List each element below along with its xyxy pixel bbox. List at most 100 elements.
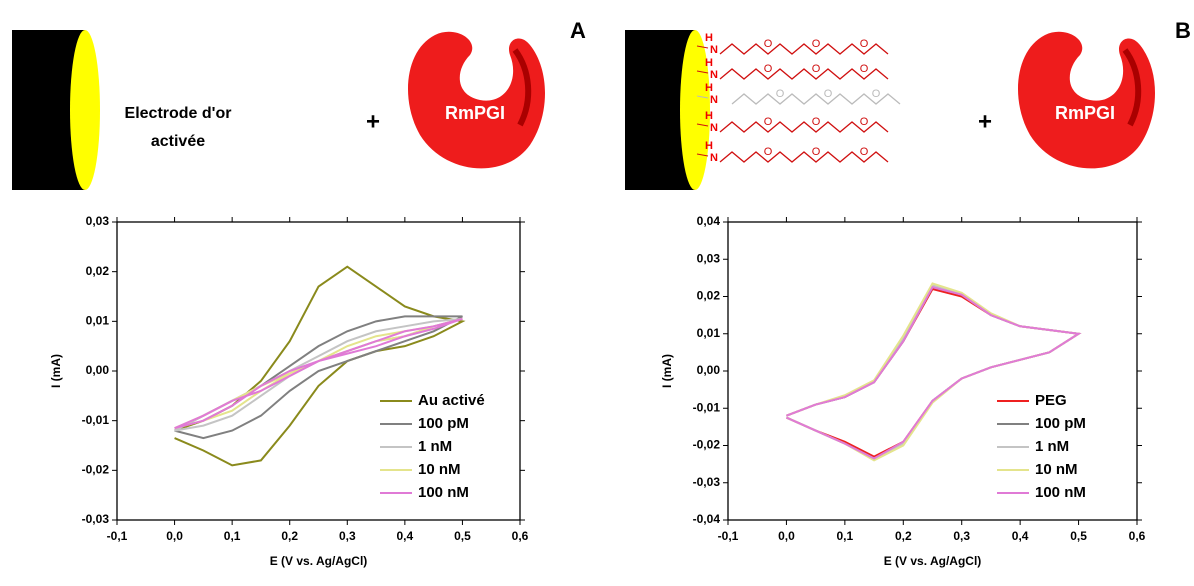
x-tick-label: 0,1 bbox=[837, 529, 854, 543]
atom-label: H bbox=[705, 110, 713, 122]
plus-sign: + bbox=[978, 108, 992, 135]
x-tick-label: 0,3 bbox=[953, 529, 970, 543]
x-tick-label: 0,1 bbox=[224, 529, 241, 543]
enzyme-label: RmPGI bbox=[1055, 103, 1115, 123]
electrode-label: activée bbox=[151, 133, 205, 150]
legend-label: 100 pM bbox=[1035, 415, 1086, 432]
legend-label: PEG bbox=[1035, 392, 1067, 409]
atom-label: O bbox=[764, 146, 773, 158]
atom-label: O bbox=[860, 63, 869, 75]
y-tick-label: 0,04 bbox=[697, 214, 721, 228]
atom-label: N bbox=[710, 122, 718, 134]
y-tick-label: 0,00 bbox=[697, 363, 721, 377]
atom-label: O bbox=[824, 88, 833, 100]
y-tick-label: -0,02 bbox=[693, 438, 721, 452]
x-axis-label: E (V vs. Ag/AgCl) bbox=[884, 554, 982, 568]
y-axis-label: I (mA) bbox=[660, 354, 674, 388]
x-tick-label: 0,5 bbox=[454, 529, 471, 543]
chart: -0,1 0,0 0,1 0,2 0,3 0,4 0,5 0,6 -0,03 -0,02 -0,01… bbox=[49, 214, 528, 568]
atom-label: O bbox=[812, 63, 821, 75]
atom-label: N bbox=[710, 69, 718, 81]
legend-label: 10 nM bbox=[418, 461, 461, 478]
x-tick-label: 0,3 bbox=[339, 529, 356, 543]
x-tick-label: 0,4 bbox=[1012, 529, 1029, 543]
cv-curve bbox=[786, 286, 1082, 460]
x-tick-label: 0,2 bbox=[895, 529, 912, 543]
peg-chain bbox=[719, 68, 889, 80]
atom-label: O bbox=[764, 116, 773, 128]
electrode-surface bbox=[680, 30, 710, 190]
bond bbox=[696, 70, 709, 74]
y-tick-label: 0,01 bbox=[86, 314, 110, 328]
legend-label: 1 nM bbox=[1035, 438, 1069, 455]
legend-label: 100 nM bbox=[418, 484, 469, 501]
bond bbox=[696, 95, 709, 99]
bond bbox=[696, 123, 709, 127]
y-tick-label: -0,02 bbox=[82, 463, 110, 477]
atom-label: H bbox=[705, 82, 713, 94]
y-tick-label: 0,02 bbox=[697, 289, 721, 303]
peg-layer: HN O O OHN O O OHN O O OHN O O OHN O O O bbox=[696, 32, 901, 164]
atom-label: N bbox=[710, 152, 718, 164]
legend-label: 1 nM bbox=[418, 438, 452, 455]
y-tick-label: 0,03 bbox=[86, 214, 110, 228]
atom-label: O bbox=[812, 116, 821, 128]
x-tick-label: 0,6 bbox=[1129, 529, 1146, 543]
atom-label: O bbox=[776, 88, 785, 100]
y-tick-label: -0,01 bbox=[82, 413, 110, 427]
y-tick-label: -0,01 bbox=[693, 400, 721, 414]
y-tick-label: 0,00 bbox=[86, 363, 110, 377]
bond bbox=[696, 45, 709, 49]
x-tick-label: -0,1 bbox=[718, 529, 739, 543]
panel-label: A bbox=[570, 18, 586, 43]
enzyme: RmPGI bbox=[408, 31, 545, 169]
y-tick-label: 0,01 bbox=[697, 326, 721, 340]
electrode-label: Electrode d'or bbox=[125, 105, 232, 122]
legend-label: 100 pM bbox=[418, 415, 469, 432]
enzyme: RmPGI bbox=[1018, 31, 1155, 169]
x-tick-label: 0,4 bbox=[397, 529, 414, 543]
legend-label: Au activé bbox=[418, 392, 485, 409]
atom-label: H bbox=[705, 140, 713, 152]
atom-label: O bbox=[764, 63, 773, 75]
y-axis-label: I (mA) bbox=[49, 354, 63, 388]
y-tick-label: -0,03 bbox=[693, 475, 721, 489]
atom-label: O bbox=[812, 38, 821, 50]
y-tick-label: 0,02 bbox=[86, 264, 110, 278]
legend-label: 10 nM bbox=[1035, 461, 1078, 478]
atom-label: O bbox=[860, 38, 869, 50]
x-tick-label: 0,6 bbox=[512, 529, 529, 543]
cv-curve bbox=[786, 286, 1082, 460]
peg-chain bbox=[731, 93, 901, 105]
chart: -0,1 0,0 0,1 0,2 0,3 0,4 0,5 0,6 -0,04 -0,03 -0,02… bbox=[660, 214, 1145, 568]
atom-label: O bbox=[764, 38, 773, 50]
atom-label: O bbox=[812, 146, 821, 158]
x-tick-label: 0,0 bbox=[778, 529, 795, 543]
peg-chain bbox=[719, 151, 889, 163]
peg-chain bbox=[719, 43, 889, 55]
plus-sign: + bbox=[366, 108, 380, 135]
cv-curve bbox=[174, 315, 463, 440]
atom-label: N bbox=[710, 44, 718, 56]
y-tick-label: -0,04 bbox=[693, 512, 721, 526]
x-tick-label: 0,2 bbox=[281, 529, 298, 543]
peg-chain bbox=[719, 121, 889, 133]
cv-curve bbox=[786, 282, 1082, 462]
atom-label: H bbox=[705, 32, 713, 44]
x-axis-label: E (V vs. Ag/AgCl) bbox=[270, 554, 368, 568]
cv-curve bbox=[786, 284, 1082, 460]
atom-label: O bbox=[872, 88, 881, 100]
enzyme-label: RmPGI bbox=[445, 103, 505, 123]
x-tick-label: 0,0 bbox=[166, 529, 183, 543]
panel-label: B bbox=[1175, 18, 1191, 43]
cv-curve bbox=[174, 265, 466, 467]
atom-label: N bbox=[710, 94, 718, 106]
x-tick-label: 0,5 bbox=[1070, 529, 1087, 543]
x-tick-label: -0,1 bbox=[107, 529, 128, 543]
electrode-surface bbox=[70, 30, 100, 190]
y-tick-label: -0,03 bbox=[82, 512, 110, 526]
cv-curve bbox=[174, 317, 463, 430]
legend-label: 100 nM bbox=[1035, 484, 1086, 501]
